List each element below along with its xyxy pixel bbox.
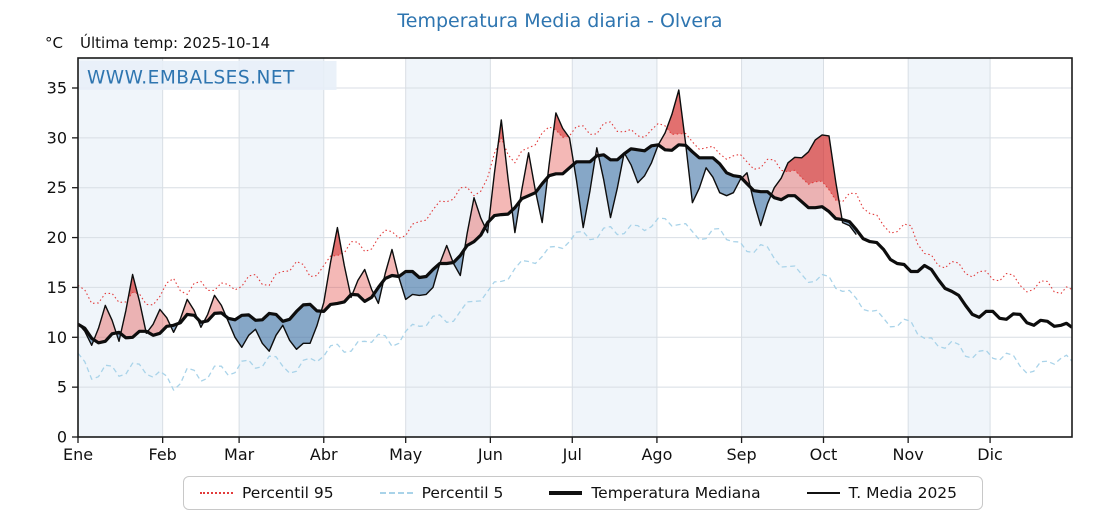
x-tick-label-sep: Sep	[726, 445, 756, 464]
plot-border	[77, 57, 1073, 438]
last-temp-label: Última temp: 2025-10-14	[80, 34, 271, 52]
legend-line-sample	[806, 492, 840, 494]
fill-above-median	[488, 119, 513, 222]
month-band-nov	[908, 58, 991, 437]
fill-below-median	[624, 144, 659, 183]
fill-below-median	[750, 187, 772, 226]
legend-label: Percentil 95	[242, 484, 334, 502]
fill-above-median	[120, 274, 146, 338]
y-tick-label: 15	[47, 278, 67, 297]
legend: Percentil 95 Percentil 5 Temperatura Media…	[183, 476, 983, 510]
y-axis-unit-label: °C	[45, 34, 63, 52]
x-tick-label-oct: Oct	[810, 445, 838, 464]
fill-above-p95	[331, 227, 343, 256]
month-band-ene	[78, 58, 163, 437]
fill-above-median	[519, 152, 536, 202]
x-tick-label-feb: Feb	[148, 445, 176, 464]
y-tick-label: 25	[47, 178, 67, 197]
legend-label: T. Media 2025	[848, 484, 958, 502]
chart-title: Temperatura Media diaria - Olvera	[397, 10, 723, 32]
x-tick-label-dic: Dic	[977, 445, 1003, 464]
plot-area: WWW.EMBALSES.NET	[78, 58, 1072, 437]
fill-above-p95	[128, 274, 138, 299]
fill-above-median	[383, 249, 399, 281]
x-tick-label-mar: Mar	[224, 445, 255, 464]
legend-line-sample	[200, 492, 233, 494]
x-tick-label-ago: Ago	[641, 445, 672, 464]
legend-label: Temperatura Mediana	[591, 484, 761, 502]
x-tick-label-may: May	[389, 445, 422, 464]
legend-item-t-media-2025: T. Media 2025	[806, 484, 958, 502]
t-media-2025-line	[78, 89, 857, 352]
month-band-sep	[741, 58, 824, 437]
y-tick-label: 20	[47, 228, 67, 247]
x-tick-label-nov: Nov	[893, 445, 924, 464]
y-tick-label: 35	[47, 79, 67, 98]
fill-above-median	[658, 90, 686, 151]
fill-above-median	[203, 295, 227, 322]
y-tick-label: 0	[57, 428, 67, 447]
fill-above-p95	[784, 134, 839, 201]
legend-label: Percentil 5	[421, 484, 504, 502]
legend-item-percentil-95: Percentil 95	[200, 484, 334, 502]
fill-above-median	[464, 197, 486, 250]
legend-item-percentil-5: Percentil 5	[379, 484, 504, 502]
y-tick-label: 10	[47, 328, 67, 347]
month-band-mar	[239, 58, 324, 437]
temperatura-mediana-line	[78, 143, 1072, 345]
legend-line-sample	[549, 491, 583, 495]
watermark-box	[79, 61, 337, 90]
watermark: WWW.EMBALSES.NET	[87, 68, 295, 89]
fill-below-median	[573, 157, 596, 228]
fill-above-median	[321, 227, 351, 312]
fill-below-median	[598, 154, 624, 218]
percentil-5-line	[78, 217, 1072, 391]
chart-canvas: WWW.EMBALSES.NET 0 5 10 15 20 25 30 35 Ene Feb Mar A…	[47, 57, 1073, 464]
legend-line-sample	[379, 492, 413, 494]
legend-item-temperatura-mediana: Temperatura Mediana	[549, 484, 761, 502]
y-tick-label: 5	[57, 378, 67, 397]
x-tick-label-ene: Ene	[63, 445, 93, 464]
fill-above-median	[439, 245, 454, 264]
x-tick-label-jun: Jun	[477, 445, 503, 464]
x-tick-label-jul: Jul	[562, 445, 582, 464]
y-tick-label: 30	[47, 128, 67, 147]
month-band-jul	[572, 58, 657, 437]
fill-below-median	[685, 145, 742, 203]
x-tick-label-abr: Abr	[310, 445, 338, 464]
fill-above-median	[771, 134, 843, 220]
